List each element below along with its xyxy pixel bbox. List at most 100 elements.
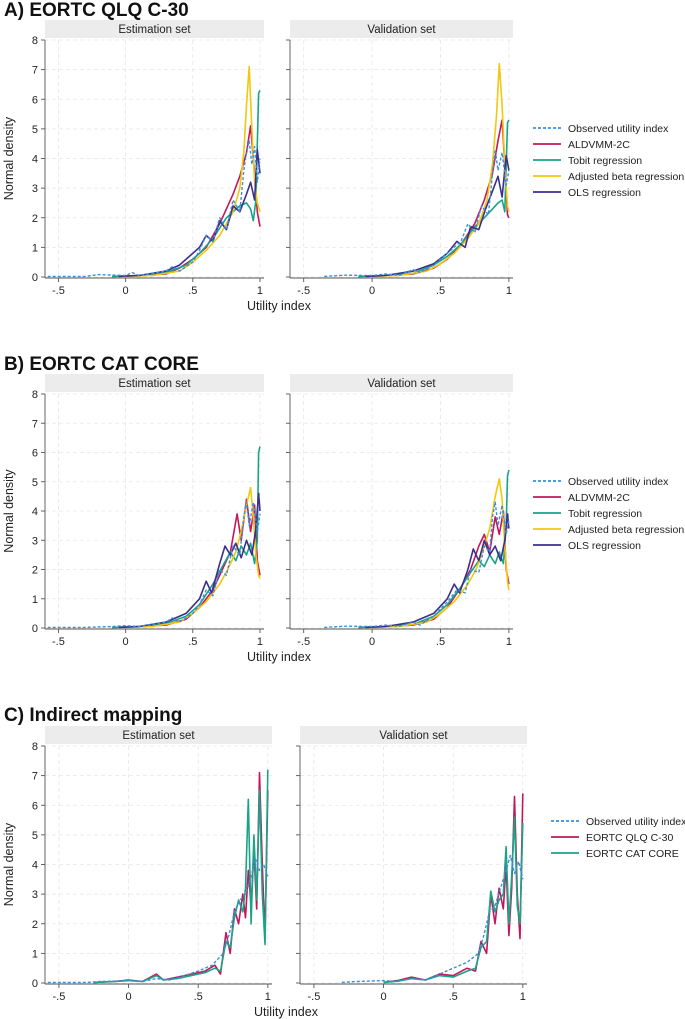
y-tick-label: 7 bbox=[32, 771, 38, 783]
y-tick-label: 3 bbox=[32, 183, 38, 195]
legend: Observed utility index ALDVMM-2C Tobit reg… bbox=[533, 476, 684, 552]
panel-strip bbox=[45, 20, 264, 38]
panel-label: Estimation set bbox=[118, 378, 191, 390]
y-tick-label: 5 bbox=[32, 477, 38, 489]
x-axis-title: Utility index bbox=[254, 1005, 319, 1019]
y-tick-label: 0 bbox=[32, 978, 38, 990]
y-tick-label: 1 bbox=[32, 948, 38, 960]
x-tick-label: -.5 bbox=[297, 636, 310, 648]
x-tick-label: 0 bbox=[369, 636, 375, 648]
x-tick-label: -.5 bbox=[297, 285, 310, 297]
x-tick-label: -.5 bbox=[52, 636, 65, 648]
y-tick-label: 5 bbox=[32, 830, 38, 842]
series-line-ols-regression bbox=[365, 154, 510, 278]
x-tick-label: 1 bbox=[257, 285, 263, 297]
series-line-observed-utility-index bbox=[324, 501, 510, 629]
legend-label: OLS regression bbox=[568, 187, 641, 199]
series-line-ols-regression bbox=[365, 513, 510, 629]
y-tick-label: 6 bbox=[32, 800, 38, 812]
y-tick-label: 0 bbox=[32, 623, 38, 635]
series-line-eortc-cat-core bbox=[383, 816, 524, 984]
y-axis-title: Normal density bbox=[2, 822, 16, 906]
y-tick-label: 7 bbox=[32, 418, 38, 430]
x-tick-label: 1 bbox=[506, 285, 512, 297]
series-line-observed-utility-index bbox=[47, 501, 261, 629]
legend-label: Adjusted beta regression bbox=[568, 524, 684, 536]
x-tick-label: .5 bbox=[436, 285, 445, 297]
panel-validation-set: Validation set -.5 0 .5 1 bbox=[286, 374, 513, 648]
y-tick-label: 7 bbox=[32, 65, 38, 77]
y-tick-label: 6 bbox=[32, 94, 38, 106]
section-b-eortc-cat-core: B) EORTC CAT CORE Normal density Estimatio… bbox=[2, 354, 684, 664]
legend-label: EORTC QLQ C-30 bbox=[586, 832, 673, 844]
x-tick-label: 0 bbox=[123, 285, 129, 297]
x-tick-label: .5 bbox=[194, 991, 203, 1003]
y-tick-label: 2 bbox=[32, 919, 38, 931]
section-title: B) EORTC CAT CORE bbox=[4, 354, 199, 375]
legend-label: Tobit regression bbox=[568, 155, 642, 167]
x-tick-label: 0 bbox=[380, 991, 386, 1003]
y-tick-label: 2 bbox=[32, 565, 38, 577]
panel-label: Validation set bbox=[367, 24, 436, 36]
x-tick-label: 1 bbox=[265, 991, 271, 1003]
series-line-eortc-cat-core bbox=[93, 769, 269, 984]
x-tick-label: 0 bbox=[369, 285, 375, 297]
series-line-adjusted-beta-regression bbox=[125, 486, 261, 629]
series-line-tobit-regression bbox=[112, 446, 261, 629]
x-tick-label: 1 bbox=[520, 991, 526, 1003]
x-axis-title: Utility index bbox=[247, 650, 312, 664]
series-line-tobit-regression bbox=[358, 119, 510, 278]
x-tick-label: 1 bbox=[506, 636, 512, 648]
y-tick-label: 3 bbox=[32, 889, 38, 901]
legend: Observed utility index ALDVMM-2C Tobit reg… bbox=[533, 123, 684, 199]
legend-label: Observed utility index bbox=[568, 476, 669, 488]
section-a-eortc-qlq-c-30: A) EORTC QLQ C-30 Normal density Estimatio… bbox=[2, 0, 684, 313]
x-tick-label: .5 bbox=[188, 636, 197, 648]
panel-estimation-set: Estimation set 0 1 2 3 4 5 6 7 8 -.5 0 .5 1 bbox=[32, 20, 264, 297]
panel-label: Estimation set bbox=[122, 730, 195, 742]
panel-strip bbox=[45, 374, 264, 392]
series-line-ols-regression bbox=[118, 148, 261, 278]
y-tick-label: 3 bbox=[32, 535, 38, 547]
legend-label: Observed utility index bbox=[568, 123, 669, 135]
series-line-aldvmm-2c bbox=[112, 498, 261, 629]
x-tick-label: 0 bbox=[125, 991, 131, 1003]
y-tick-label: 4 bbox=[32, 506, 38, 518]
series-line-ols-regression bbox=[118, 492, 261, 629]
legend-label: EORTC CAT CORE bbox=[586, 848, 679, 860]
y-tick-label: 1 bbox=[32, 594, 38, 606]
x-tick-label: -.5 bbox=[52, 285, 65, 297]
y-tick-label: 0 bbox=[32, 272, 38, 284]
series-line-observed-utility-index bbox=[341, 854, 524, 984]
x-tick-label: .5 bbox=[188, 285, 197, 297]
legend-label: Observed utility index bbox=[586, 816, 685, 828]
legend-label: OLS regression bbox=[568, 540, 641, 552]
panel-strip bbox=[300, 726, 527, 744]
panel-label: Validation set bbox=[379, 730, 448, 742]
y-tick-label: 8 bbox=[32, 389, 38, 401]
y-tick-label: 1 bbox=[32, 242, 38, 254]
series-line-observed-utility-index bbox=[47, 140, 261, 278]
y-axis-title: Normal density bbox=[2, 116, 16, 200]
y-tick-label: 8 bbox=[32, 35, 38, 47]
x-tick-label: .5 bbox=[436, 636, 445, 648]
panel-estimation-set: Estimation set 0 1 2 3 4 5 6 7 8 -.5 0 .5 1 bbox=[32, 726, 272, 1003]
panel-strip bbox=[290, 20, 513, 38]
legend-label: Tobit regression bbox=[568, 508, 642, 520]
series-line-aldvmm-2c bbox=[358, 119, 510, 278]
series-line-observed-utility-index bbox=[324, 148, 510, 278]
series-line-observed-utility-index bbox=[47, 857, 269, 984]
series-line-aldvmm-2c bbox=[112, 125, 261, 278]
legend: Observed utility index EORTC QLQ C-30 EORT… bbox=[551, 816, 685, 860]
panel-strip bbox=[290, 374, 513, 392]
legend-label: ALDVMM-2C bbox=[568, 139, 630, 151]
series-line-eortc-qlq-c-30 bbox=[93, 771, 269, 984]
y-tick-label: 6 bbox=[32, 448, 38, 460]
x-tick-label: 0 bbox=[123, 636, 129, 648]
panel-validation-set: Validation set -.5 0 .5 1 bbox=[286, 20, 513, 297]
panel-validation-set: Validation set -.5 0 .5 1 bbox=[296, 726, 527, 1003]
panel-estimation-set: Estimation set 0 1 2 3 4 5 6 7 8 -.5 0 .5 1 bbox=[32, 374, 264, 648]
x-tick-label: .5 bbox=[449, 991, 458, 1003]
panel-label: Estimation set bbox=[118, 24, 191, 36]
